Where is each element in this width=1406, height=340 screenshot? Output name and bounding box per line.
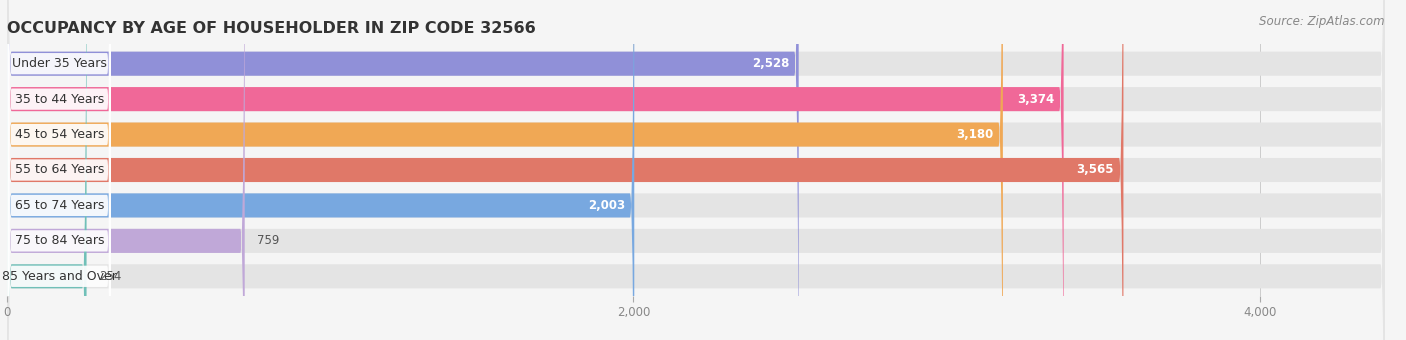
FancyBboxPatch shape bbox=[7, 0, 1385, 340]
Text: Source: ZipAtlas.com: Source: ZipAtlas.com bbox=[1260, 15, 1385, 28]
FancyBboxPatch shape bbox=[7, 0, 1385, 340]
FancyBboxPatch shape bbox=[7, 0, 1385, 340]
FancyBboxPatch shape bbox=[7, 0, 111, 340]
Text: 254: 254 bbox=[98, 270, 121, 283]
Text: 75 to 84 Years: 75 to 84 Years bbox=[14, 234, 104, 248]
FancyBboxPatch shape bbox=[7, 0, 1385, 340]
Text: 35 to 44 Years: 35 to 44 Years bbox=[14, 92, 104, 106]
Text: 3,180: 3,180 bbox=[956, 128, 994, 141]
Text: Under 35 Years: Under 35 Years bbox=[11, 57, 107, 70]
FancyBboxPatch shape bbox=[7, 0, 799, 340]
Text: 3,565: 3,565 bbox=[1077, 164, 1114, 176]
FancyBboxPatch shape bbox=[7, 0, 111, 340]
FancyBboxPatch shape bbox=[7, 0, 1063, 340]
Text: 759: 759 bbox=[257, 234, 280, 248]
FancyBboxPatch shape bbox=[7, 0, 111, 340]
Text: 3,374: 3,374 bbox=[1017, 92, 1054, 106]
Text: 85 Years and Over: 85 Years and Over bbox=[1, 270, 117, 283]
Text: 65 to 74 Years: 65 to 74 Years bbox=[14, 199, 104, 212]
FancyBboxPatch shape bbox=[7, 0, 1385, 340]
Text: 55 to 64 Years: 55 to 64 Years bbox=[14, 164, 104, 176]
Text: 2,003: 2,003 bbox=[588, 199, 624, 212]
FancyBboxPatch shape bbox=[7, 0, 245, 340]
FancyBboxPatch shape bbox=[7, 0, 87, 340]
FancyBboxPatch shape bbox=[7, 0, 111, 340]
Text: 45 to 54 Years: 45 to 54 Years bbox=[14, 128, 104, 141]
FancyBboxPatch shape bbox=[7, 0, 1385, 340]
FancyBboxPatch shape bbox=[7, 0, 111, 340]
FancyBboxPatch shape bbox=[7, 0, 634, 340]
FancyBboxPatch shape bbox=[7, 0, 1002, 340]
FancyBboxPatch shape bbox=[7, 0, 111, 340]
Text: OCCUPANCY BY AGE OF HOUSEHOLDER IN ZIP CODE 32566: OCCUPANCY BY AGE OF HOUSEHOLDER IN ZIP C… bbox=[7, 21, 536, 36]
FancyBboxPatch shape bbox=[7, 0, 1123, 340]
FancyBboxPatch shape bbox=[7, 0, 1385, 340]
FancyBboxPatch shape bbox=[7, 0, 111, 340]
Text: 2,528: 2,528 bbox=[752, 57, 789, 70]
